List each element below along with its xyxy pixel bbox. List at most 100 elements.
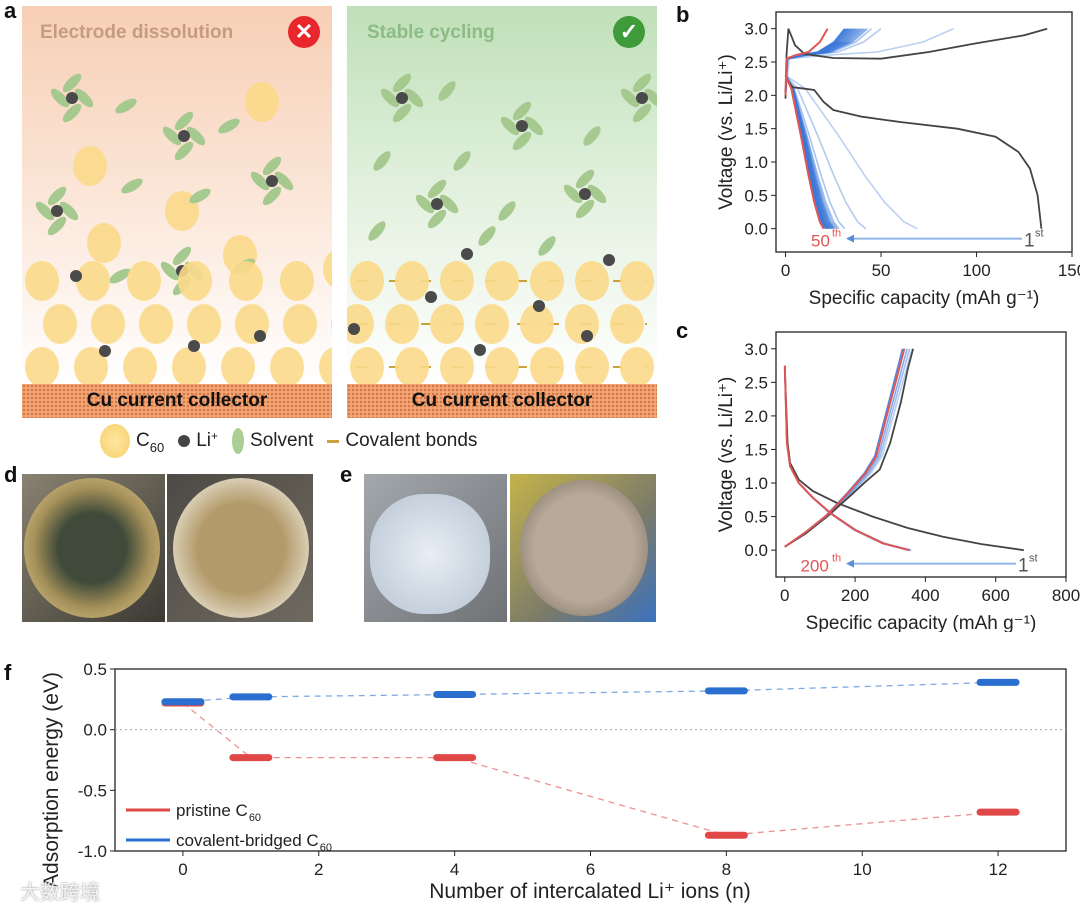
solvent-molecule bbox=[59, 201, 79, 221]
c-y-tick-label: 2.5 bbox=[744, 373, 768, 392]
c-x-axis-label: Specific capacity (mAh g⁻¹) bbox=[806, 613, 1037, 632]
scheme-title-right: Stable cycling bbox=[367, 22, 495, 43]
c-y-tick-label: 1.5 bbox=[744, 440, 768, 459]
solvent-molecule bbox=[368, 221, 386, 241]
c60-molecule bbox=[620, 261, 654, 301]
solvent-molecule bbox=[35, 201, 55, 221]
li-ion bbox=[431, 198, 443, 210]
c60-molecule bbox=[475, 304, 509, 344]
dissolution-illustration bbox=[25, 73, 332, 384]
c-last-cycle-sup: th bbox=[832, 553, 841, 565]
c60-molecule bbox=[74, 347, 108, 384]
c-y-tick-label: 2.0 bbox=[744, 407, 768, 426]
solvent-molecule bbox=[218, 118, 240, 134]
solvent-molecule bbox=[512, 131, 532, 151]
solvent-molecule bbox=[274, 171, 294, 191]
b-last-cycle-label: 50 bbox=[811, 232, 830, 251]
solvent-molecule bbox=[563, 184, 583, 204]
c-y-tick-label: 0.0 bbox=[744, 541, 768, 560]
c60-molecule bbox=[350, 261, 384, 301]
c-y-tick-label: 3.0 bbox=[744, 340, 768, 359]
li-icon bbox=[178, 435, 191, 447]
legend-li-label: Li bbox=[196, 430, 211, 451]
c60-molecule bbox=[229, 261, 263, 301]
c-plot-frame bbox=[775, 331, 1067, 578]
c60-molecule bbox=[187, 304, 221, 344]
solvent-molecule bbox=[380, 88, 400, 108]
li-ion bbox=[99, 345, 111, 357]
c-x-tick-label: 0 bbox=[780, 586, 789, 605]
photo-d-left bbox=[22, 474, 165, 622]
c-x-tick-label: 600 bbox=[982, 586, 1010, 605]
legend-c60-label: C bbox=[136, 430, 150, 451]
check-icon: ✓ bbox=[613, 16, 645, 48]
panel-label-e: e bbox=[340, 462, 353, 487]
solvent-molecule bbox=[583, 126, 601, 146]
scheme-legend: C 60 Li + Solvent Covalent bonds bbox=[100, 424, 477, 458]
solvent-molecule bbox=[632, 103, 652, 123]
solvent-molecule bbox=[453, 151, 471, 171]
solvent-molecule bbox=[644, 88, 657, 108]
c60-molecule bbox=[319, 347, 332, 384]
c-y-tick-label: 1.0 bbox=[744, 474, 768, 493]
bond-icon bbox=[327, 439, 340, 443]
c60-molecule bbox=[25, 347, 59, 384]
chart-c: 0 200 400 600 800 0.0 0.5 1.0 1.5 2.0 2.5 3.0 Specif… bbox=[716, 331, 1080, 632]
scheme-title-left: Electrode dissolution bbox=[40, 22, 234, 43]
li-ion bbox=[516, 120, 528, 132]
li-ion bbox=[70, 270, 82, 282]
f-series-connector bbox=[182, 702, 999, 836]
solvent-molecule bbox=[498, 201, 516, 221]
c-y-axis-label: Voltage (vs. Li/Li⁺) bbox=[716, 377, 737, 533]
c60-molecule bbox=[520, 304, 554, 344]
c60-molecule bbox=[280, 261, 314, 301]
c60-molecule bbox=[283, 304, 317, 344]
f-x-tick-label: 12 bbox=[989, 860, 1008, 879]
solvent-molecule bbox=[174, 111, 194, 131]
c-y-tick-label: 0.5 bbox=[744, 508, 768, 527]
c60-icon bbox=[100, 424, 130, 458]
panel-label-b: b bbox=[676, 2, 690, 27]
li-ion bbox=[66, 92, 78, 104]
f-y-tick-label: 0.0 bbox=[83, 721, 107, 740]
li-ion bbox=[474, 344, 486, 356]
c60-molecule bbox=[43, 304, 77, 344]
f-x-tick-label: 10 bbox=[853, 860, 872, 879]
c-first-cycle-charge bbox=[784, 348, 914, 548]
solvent-molecule bbox=[47, 216, 67, 236]
solvent-molecule bbox=[172, 246, 192, 266]
b-x-axis-label: Specific capacity (mAh g⁻¹) bbox=[809, 288, 1040, 309]
b-last-cycle-charge bbox=[784, 28, 829, 96]
watermark: 大数跨境 bbox=[20, 882, 100, 904]
li-ion bbox=[579, 188, 591, 200]
c-x-tick-label: 800 bbox=[1052, 586, 1080, 605]
solvent-molecule bbox=[575, 169, 595, 189]
f-y-tick-label: -0.5 bbox=[78, 781, 107, 800]
legend-c60: C 60 bbox=[100, 424, 164, 458]
c60-molecule bbox=[575, 261, 609, 301]
solvent-molecule bbox=[121, 178, 143, 194]
legend-li: Li + bbox=[178, 429, 218, 452]
c60-molecule bbox=[76, 261, 110, 301]
c60-molecule bbox=[395, 261, 429, 301]
solvent-molecule bbox=[587, 184, 607, 204]
b-y-tick-label: 2.5 bbox=[744, 53, 768, 72]
solvent-molecule bbox=[538, 236, 556, 256]
li-ion bbox=[636, 92, 648, 104]
b-y-tick-label: 3.0 bbox=[744, 20, 768, 39]
b-last-cycle-discharge bbox=[784, 74, 825, 230]
c-first-cycle-label: 1 bbox=[1018, 556, 1029, 577]
solvent-molecule bbox=[174, 141, 194, 161]
c60-molecule bbox=[87, 223, 121, 263]
solvent-molecule bbox=[438, 81, 456, 101]
legend-solvent-label: Solvent bbox=[250, 430, 314, 451]
photo-e-left bbox=[364, 474, 507, 622]
b-first-cycle-discharge bbox=[784, 78, 1043, 229]
c-last-cycle-label: 200 bbox=[801, 557, 829, 576]
solvent-molecule bbox=[115, 98, 137, 114]
b-y-tick-label: 1.5 bbox=[744, 120, 768, 139]
c-last-cycle-discharge bbox=[783, 365, 910, 552]
solvent-molecule bbox=[415, 194, 435, 214]
f-y-tick-label: 0.5 bbox=[83, 660, 107, 679]
solvent-molecule bbox=[160, 261, 180, 281]
